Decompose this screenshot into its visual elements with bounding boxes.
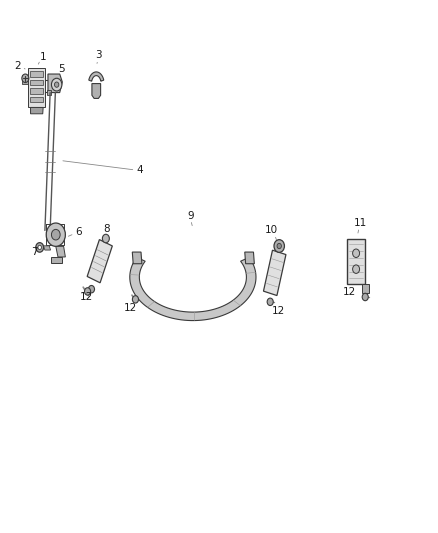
- Text: 2: 2: [14, 61, 21, 71]
- Text: 10: 10: [265, 225, 278, 236]
- Circle shape: [362, 293, 368, 301]
- Polygon shape: [92, 84, 101, 99]
- Text: 8: 8: [103, 224, 110, 235]
- Text: 12: 12: [343, 287, 356, 297]
- Circle shape: [22, 74, 29, 83]
- Circle shape: [54, 82, 59, 87]
- Circle shape: [51, 78, 62, 91]
- Text: 11: 11: [354, 218, 367, 228]
- Text: 1: 1: [39, 52, 46, 61]
- Polygon shape: [30, 88, 43, 94]
- Polygon shape: [87, 240, 112, 283]
- Text: 5: 5: [58, 64, 65, 74]
- Polygon shape: [47, 90, 51, 95]
- Polygon shape: [30, 80, 43, 85]
- Text: 12: 12: [124, 303, 137, 313]
- Text: 12: 12: [272, 306, 285, 316]
- Text: 4: 4: [137, 165, 143, 175]
- Circle shape: [36, 243, 44, 252]
- Text: 12: 12: [80, 292, 93, 302]
- Polygon shape: [48, 74, 62, 93]
- Polygon shape: [245, 252, 254, 264]
- Circle shape: [353, 265, 360, 273]
- Polygon shape: [130, 257, 256, 320]
- Polygon shape: [132, 252, 142, 264]
- Polygon shape: [264, 250, 286, 295]
- Circle shape: [102, 235, 110, 243]
- Circle shape: [46, 223, 65, 246]
- Circle shape: [274, 240, 284, 253]
- Circle shape: [353, 249, 360, 257]
- Circle shape: [267, 298, 273, 305]
- Polygon shape: [56, 246, 65, 257]
- Polygon shape: [51, 257, 62, 263]
- Circle shape: [85, 288, 91, 295]
- Polygon shape: [28, 68, 45, 108]
- Polygon shape: [362, 284, 369, 293]
- Polygon shape: [89, 72, 104, 81]
- Text: 6: 6: [75, 227, 82, 237]
- Polygon shape: [30, 71, 43, 77]
- Circle shape: [38, 245, 42, 249]
- Circle shape: [88, 286, 95, 293]
- Polygon shape: [43, 246, 50, 250]
- Circle shape: [277, 244, 281, 249]
- Text: 9: 9: [187, 211, 194, 221]
- Circle shape: [51, 229, 60, 240]
- Polygon shape: [22, 75, 28, 84]
- Polygon shape: [31, 108, 43, 114]
- Polygon shape: [30, 97, 43, 102]
- Polygon shape: [347, 239, 365, 284]
- Text: 3: 3: [95, 50, 101, 60]
- Text: 7: 7: [31, 247, 37, 257]
- Circle shape: [132, 296, 138, 303]
